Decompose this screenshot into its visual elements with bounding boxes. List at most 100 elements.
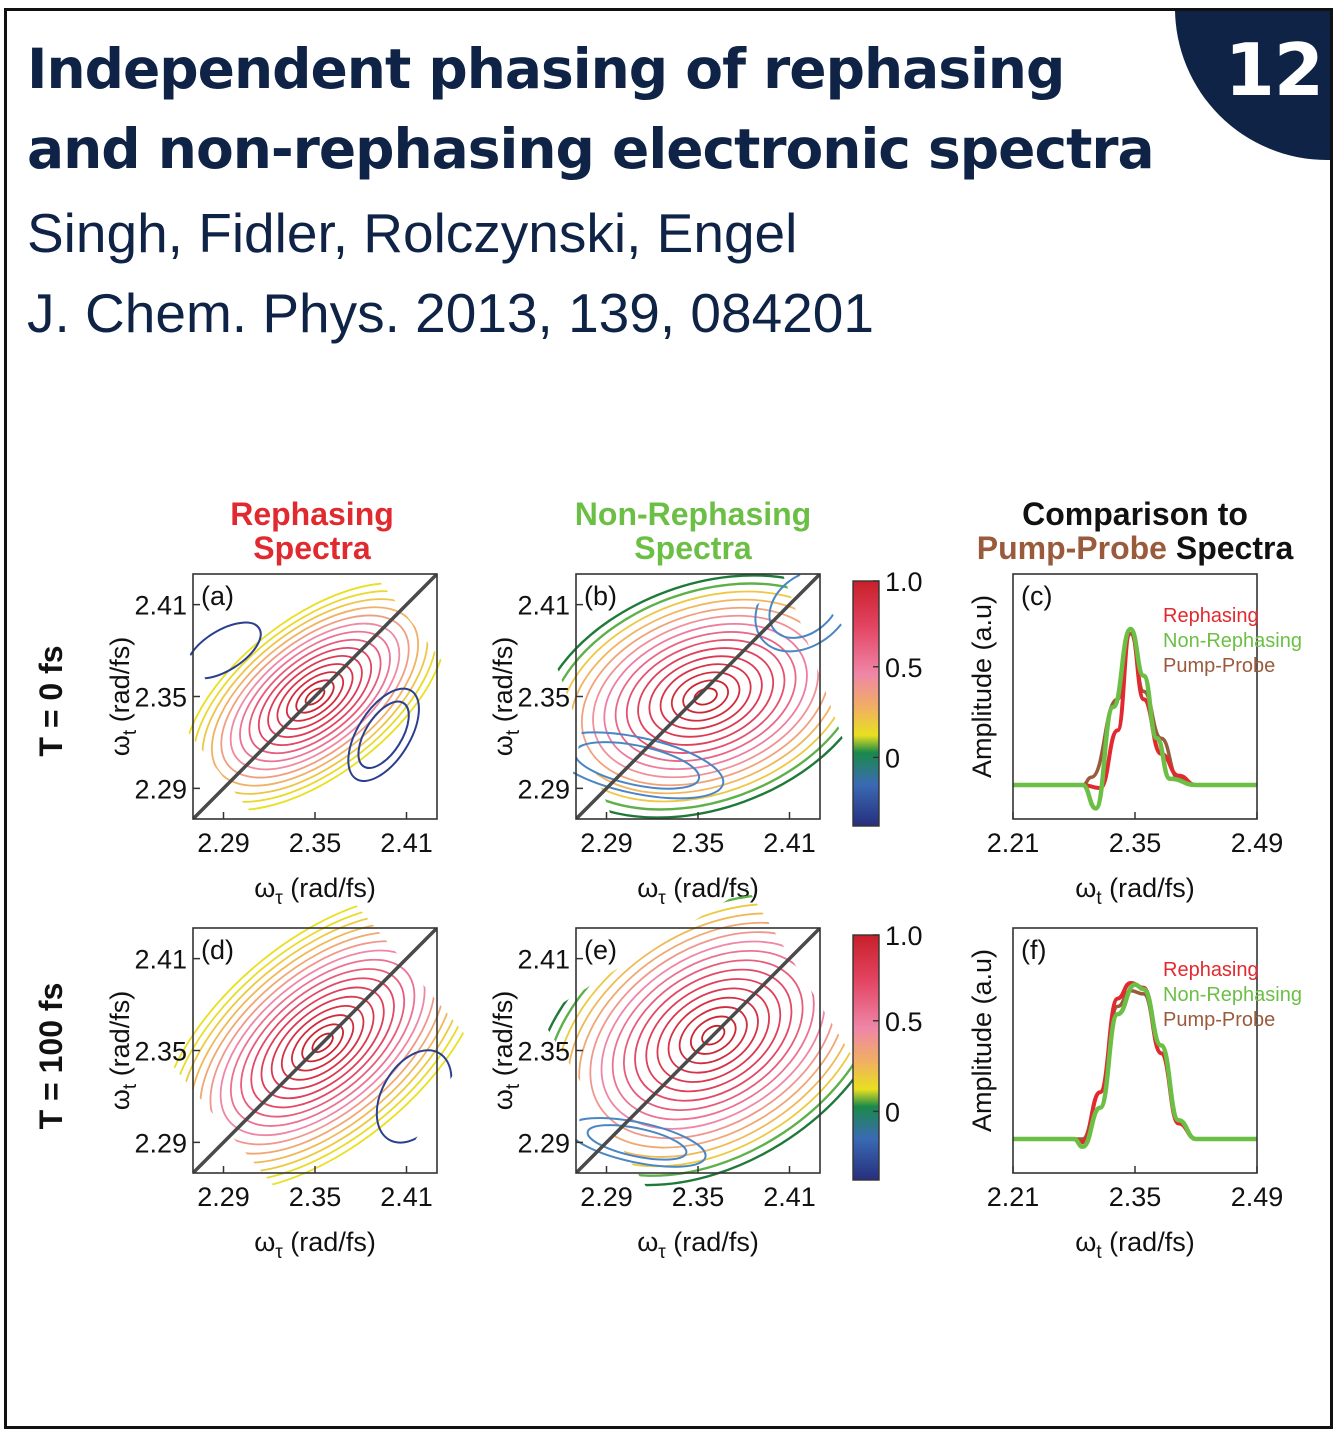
top-colorbar-label: 0.5 xyxy=(885,653,923,683)
b-xtick-label: 2.41 xyxy=(763,828,816,858)
bottom-colorbar-label: 1.0 xyxy=(885,921,923,951)
f-xlabel: ωt (rad/fs) xyxy=(1075,1227,1194,1263)
bottom-colorbar-gradient xyxy=(852,934,880,1181)
a-contour-5 xyxy=(229,622,401,771)
poster-frame: 12 Independent phasing of rephasing and … xyxy=(4,8,1333,1429)
b-contour-7 xyxy=(614,631,797,762)
d-xtick-label: 2.29 xyxy=(197,1182,250,1212)
d-contour-14 xyxy=(301,1023,344,1063)
e-ytick-label: 2.35 xyxy=(517,1037,570,1067)
rephasing-header-line-1: Rephasing xyxy=(230,496,394,532)
row-label-t100: T = 100 fs xyxy=(33,983,69,1130)
panel-c: (c) Rephasing Non-Rephasing Pump-Probe 2.21 2… xyxy=(967,573,1302,909)
e-contour-10 xyxy=(645,978,782,1093)
d-ylabel-sub: t xyxy=(120,1083,141,1089)
b-contour-8 xyxy=(625,639,786,754)
d-diagonal-line xyxy=(193,928,437,1173)
b-contour-6 xyxy=(603,622,808,771)
b-xlabel-sub: τ xyxy=(658,888,666,909)
b-contour-12 xyxy=(670,671,741,722)
d-ytick-label: 2.35 xyxy=(134,1037,187,1067)
spectra-word: Spectra xyxy=(1167,530,1293,566)
a-contour-11 xyxy=(285,671,345,722)
row-label-t0: T = 0 fs xyxy=(33,645,69,756)
a-contour-3 xyxy=(210,606,420,787)
a-ylabel-unit: (rad/fs) xyxy=(105,637,135,730)
d-ytick-label: 2.29 xyxy=(134,1128,187,1158)
d-xlabel: ωτ (rad/fs) xyxy=(254,1227,376,1263)
e-xlabel-unit: (rad/fs) xyxy=(666,1227,759,1257)
f-legend-non-rephasing: Non-Rephasing xyxy=(1163,984,1302,1006)
b-ylabel-unit: (rad/fs) xyxy=(488,637,518,730)
e-ylabel-omega: ω xyxy=(488,1089,518,1110)
c-xlabel: ωt (rad/fs) xyxy=(1075,873,1194,909)
top-colorbar-gradient xyxy=(852,580,880,827)
a-ytick-label: 2.29 xyxy=(134,774,187,804)
e-contour-11 xyxy=(656,987,770,1083)
c-legend-pump-probe: Pump-Probe xyxy=(1163,655,1275,677)
e-contour-14 xyxy=(689,1015,737,1055)
b-xtick-label: 2.35 xyxy=(672,828,725,858)
a-ylabel-omega: ω xyxy=(105,735,135,756)
f-series-rephasing xyxy=(1013,980,1257,1145)
e-contour-9 xyxy=(634,968,793,1102)
c-panel-label: (c) xyxy=(1021,581,1052,611)
a-contour-7 xyxy=(248,638,382,755)
a-contour-12 xyxy=(295,679,335,714)
f-xtick-label: 2.21 xyxy=(987,1182,1040,1212)
a-contour-8 xyxy=(257,646,373,747)
b-contour-11 xyxy=(659,663,752,730)
d-contour-13 xyxy=(291,1014,355,1072)
b-negative-contour-1 xyxy=(754,571,856,653)
journal-citation: J. Chem. Phys. 2013, 139, 084201 xyxy=(27,282,874,344)
comparison-header-line-1: Comparison to xyxy=(1022,496,1248,532)
paper-title: Independent phasing of rephasing and non… xyxy=(27,29,1155,189)
f-panel-label: (f) xyxy=(1021,935,1046,965)
d-xtick-label: 2.41 xyxy=(380,1182,433,1212)
b-ytick-label: 2.29 xyxy=(517,774,570,804)
b-ylabel-omega: ω xyxy=(488,735,518,756)
bottom-colorbar-label: 0 xyxy=(885,1097,900,1127)
f-ylabel: Amplitude (a.u) xyxy=(967,949,997,1132)
d-contour-11 xyxy=(270,995,375,1090)
e-ylabel: ωt (rad/fs) xyxy=(488,991,524,1110)
a-negative-contour-0 xyxy=(347,687,420,782)
c-xtick-label: 2.49 xyxy=(1231,828,1284,858)
b-contour-0 xyxy=(541,574,855,819)
b-negative-contour-0 xyxy=(566,731,725,800)
a-xtick-label: 2.35 xyxy=(289,828,342,858)
a-ylabel-sub: t xyxy=(120,729,141,735)
e-xlabel-omega: ω xyxy=(637,1227,658,1257)
d-contour-8 xyxy=(240,968,406,1118)
e-contour-15 xyxy=(701,1024,726,1046)
c-xlabel-omega: ω xyxy=(1075,873,1096,903)
c-legend-non-rephasing: Non-Rephasing xyxy=(1163,630,1302,652)
e-negative-contour-inner-0 xyxy=(586,1124,688,1161)
f-series-non-rephasing xyxy=(1013,982,1257,1150)
c-xlabel-unit: (rad/fs) xyxy=(1102,873,1195,903)
f-legend-pump-probe: Pump-Probe xyxy=(1163,1009,1275,1031)
e-negative-contour-0 xyxy=(570,1116,707,1168)
e-xtick-label: 2.41 xyxy=(763,1182,816,1212)
e-ytick-label: 2.41 xyxy=(517,945,570,975)
a-xlabel-sub: τ xyxy=(275,888,283,909)
d-contour-7 xyxy=(229,958,416,1127)
e-ylabel-sub: t xyxy=(503,1083,524,1089)
b-xtick-label: 2.29 xyxy=(580,828,633,858)
c-series-non-rephasing xyxy=(1013,626,1257,811)
d-xtick-label: 2.35 xyxy=(289,1182,342,1212)
panel-f: (f) Rephasing Non-Rephasing Pump-Probe 2.21 2… xyxy=(967,927,1302,1263)
a-contour-4 xyxy=(220,614,410,779)
a-ylabel: ωt (rad/fs) xyxy=(105,637,141,756)
colorbar-top: 1.0 0.5 0 xyxy=(852,567,923,827)
e-ytick-label: 2.29 xyxy=(517,1128,570,1158)
c-xlabel-sub: t xyxy=(1096,888,1102,909)
a-ytick-label: 2.35 xyxy=(134,683,187,713)
b-contour-13 xyxy=(682,679,730,714)
f-xtick-label: 2.35 xyxy=(1109,1182,1162,1212)
slide-number-badge: 12 xyxy=(1224,28,1324,112)
d-ylabel: ωt (rad/fs) xyxy=(105,991,141,1110)
pump-probe-word: Pump-Probe xyxy=(977,530,1167,566)
rephasing-header-line-2: Spectra xyxy=(253,530,371,566)
